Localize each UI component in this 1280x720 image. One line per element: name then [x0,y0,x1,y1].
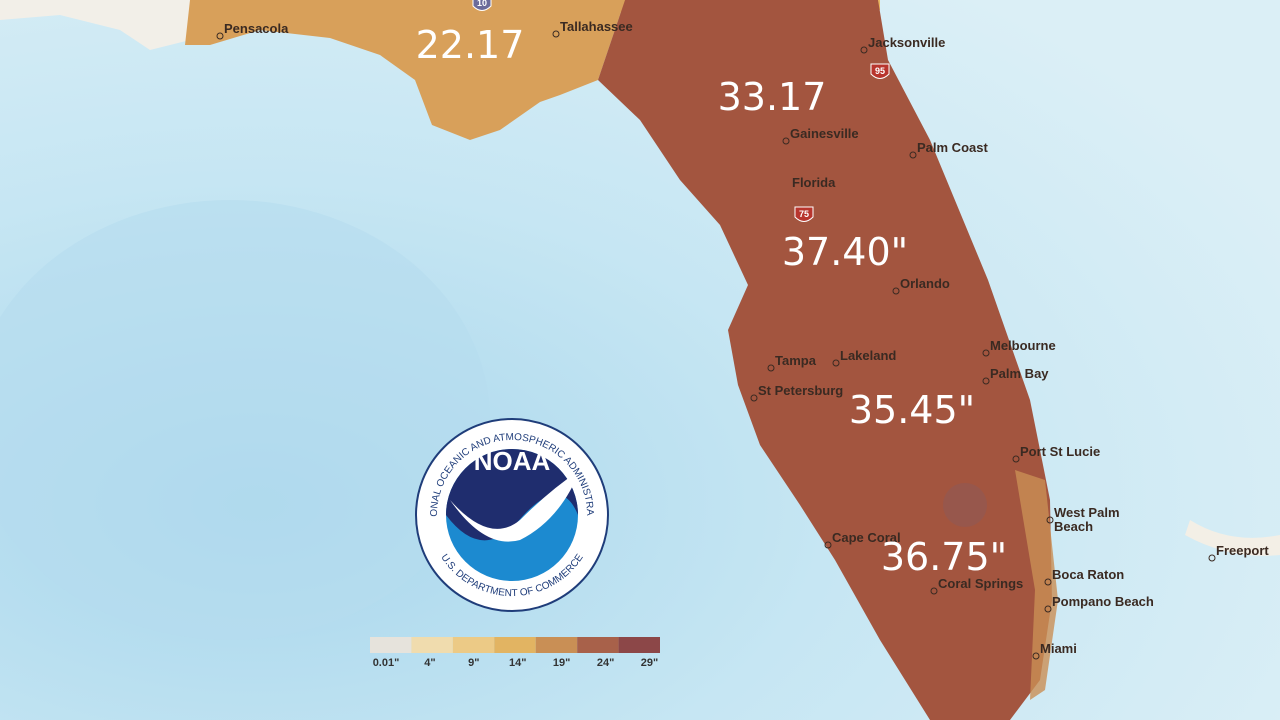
legend-label: 24" [597,657,614,669]
highway-shield [472,0,492,11]
city-dot [982,377,990,385]
city-label: Pensacola [224,21,289,36]
legend-label: 14" [509,657,526,669]
region-value: 36.75" [881,535,1007,579]
city-dot [1208,554,1216,562]
legend-swatch [370,637,412,653]
coastal-region [1015,470,1058,700]
city-dot [782,137,790,145]
city-dot [1044,605,1052,613]
city-label: Cape Coral [832,530,901,545]
bahamas [1185,520,1280,556]
city-label: Gainesville [790,126,859,141]
city-dot [860,46,868,54]
city-dot [982,349,990,357]
alabama [0,0,190,50]
region-value: 37.40" [782,230,908,274]
logo-upper [446,449,578,541]
legend-label: 0.01" [373,657,400,669]
city-label: West Palm [1054,505,1120,520]
legend-label: 19" [553,657,570,669]
peninsula-region [598,0,1052,720]
city-label: Tampa [775,353,817,368]
city-dot [552,30,560,38]
city-dot [892,287,900,295]
legend-swatch [535,637,578,653]
logo-bird [450,470,580,542]
panhandle-region [185,0,625,140]
legend-swatch [452,637,495,653]
city-dot [767,364,775,372]
city-label: Lakeland [840,348,896,363]
city-dot [930,587,938,595]
city-label: Jacksonville [868,35,945,50]
city-dot [824,541,832,549]
deep-water [0,200,490,640]
region-value: 35.45" [849,388,975,432]
city-label: Pompano Beach [1052,594,1154,609]
legend-swatch [577,637,619,653]
highway-number: 95 [875,66,885,76]
city-dot [1012,455,1020,463]
highway-number: 10 [477,0,487,8]
city-label: Miami [1040,641,1077,656]
logo-name: NOAA [474,446,551,476]
city-label: Boca Raton [1052,567,1124,582]
legend-label: 4" [424,657,435,669]
city-label: Port St Lucie [1020,444,1100,459]
city-dot [909,151,917,159]
city-label: Palm Bay [990,366,1049,381]
city-dot [750,394,758,402]
legend-swatch [411,637,453,653]
highway-shield [870,63,890,79]
city-label: Florida [792,175,836,190]
city-label: Freeport [1216,543,1269,558]
highway-number: 75 [799,209,809,219]
city-label: Beach [1054,519,1093,534]
city-dot [832,359,840,367]
city-dot [1046,516,1054,524]
city-label: Tallahassee [560,19,633,34]
region-value: 22.17 [416,23,525,67]
region-value: 33.17 [718,75,827,119]
city-label: Orlando [900,276,950,291]
city-dot [1044,578,1052,586]
city-label: Melbourne [990,338,1056,353]
city-label: Palm Coast [917,140,988,155]
city-label: St Petersburg [758,383,843,398]
city-dot [216,32,224,40]
highway-shield [794,206,814,222]
legend-label: 9" [468,657,479,669]
legend-swatch [618,637,660,653]
lake-okeechobee [943,483,987,527]
city-dot [1032,652,1040,660]
legend-swatch [494,637,536,653]
city-label: Coral Springs [938,576,1023,591]
legend-label: 29" [641,657,658,669]
